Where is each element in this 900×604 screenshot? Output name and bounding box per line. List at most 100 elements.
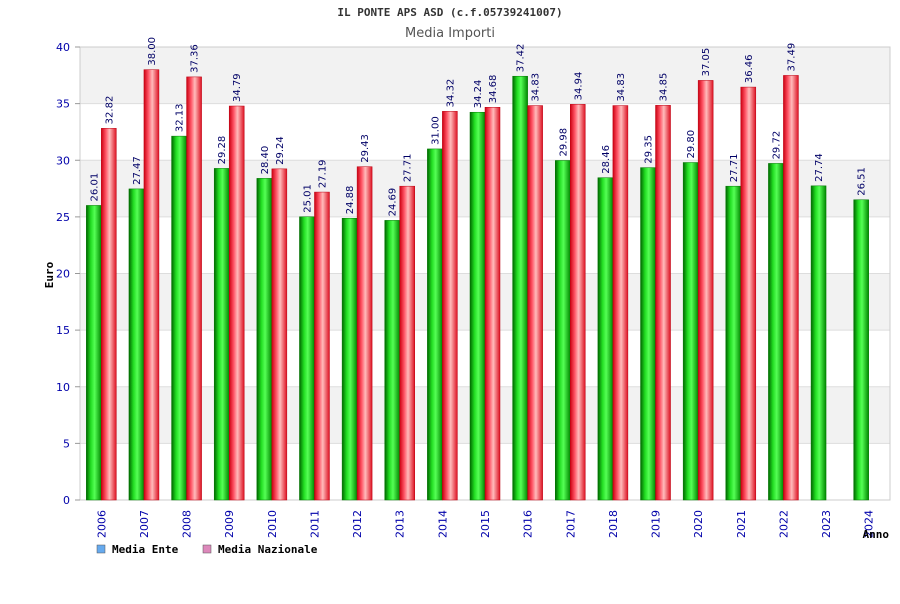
bar-media-nazionale: [655, 105, 671, 501]
bar-media-ente: [427, 148, 443, 501]
data-label: 27.19: [317, 159, 328, 188]
bar-media-ente: [341, 217, 358, 501]
data-label: 27.74: [814, 153, 825, 182]
x-tick-label: 2012: [351, 510, 364, 538]
y-tick-label: 5: [63, 437, 70, 450]
x-tick-label: 2016: [522, 510, 535, 538]
data-label: 28.46: [601, 145, 612, 174]
data-label: 31.00: [430, 116, 441, 145]
y-tick-label: 10: [56, 381, 70, 394]
bar-media-ente: [810, 185, 827, 501]
bar-media-ente: [171, 135, 187, 501]
data-label: 34.32: [445, 79, 456, 108]
x-tick-label: 2011: [308, 510, 321, 538]
x-tick-label: 2009: [223, 510, 236, 538]
x-tick-label: 2013: [394, 510, 407, 538]
data-label: 27.47: [132, 156, 143, 185]
data-label: 27.71: [403, 154, 414, 183]
y-tick-label: 25: [56, 211, 70, 224]
data-label: 36.46: [744, 54, 755, 83]
legend: Media Ente Media Nazionale: [96, 543, 318, 556]
data-label: 37.49: [786, 43, 797, 72]
data-label: 29.28: [217, 136, 228, 165]
data-label: 28.40: [260, 146, 271, 175]
bar-media-nazionale: [612, 105, 629, 501]
x-tick-label: 2020: [692, 510, 705, 538]
y-tick-label: 40: [56, 41, 70, 54]
bar-media-ente: [725, 185, 742, 501]
bar-media-ente: [682, 162, 699, 501]
data-label: 29.98: [558, 128, 569, 157]
bar-media-nazionale: [399, 185, 415, 501]
data-label: 34.94: [573, 72, 584, 101]
data-label: 29.35: [644, 135, 655, 164]
bar-media-nazionale: [527, 105, 543, 501]
x-tick-label: 2021: [735, 510, 748, 538]
x-tick-label: 2019: [650, 510, 663, 538]
data-label: 24.88: [345, 186, 356, 215]
data-label: 38.00: [147, 37, 158, 66]
chart-subtitle: Media Importi: [405, 26, 495, 41]
bar-media-ente: [384, 220, 400, 501]
data-label: 34.85: [659, 73, 670, 102]
bar-media-ente: [299, 216, 315, 501]
bar-media-nazionale: [228, 105, 245, 501]
bar-media-ente: [768, 163, 784, 501]
y-tick-label: 15: [56, 324, 70, 337]
chart-title: IL PONTE APS ASD (c.f.05739241007): [337, 6, 562, 19]
x-tick-label: 2017: [564, 510, 577, 538]
x-tick-label: 2008: [181, 510, 194, 538]
data-label: 32.13: [175, 103, 186, 132]
bar-media-ente: [86, 205, 102, 501]
y-tick-label: 30: [56, 154, 70, 167]
data-label: 27.71: [729, 154, 740, 183]
bar-media-ente: [256, 178, 273, 501]
bar-media-ente: [640, 167, 656, 501]
bar-media-nazionale: [356, 166, 373, 501]
data-label: 29.24: [275, 136, 286, 165]
x-tick-label: 2006: [95, 510, 108, 538]
data-label: 34.24: [473, 80, 484, 109]
legend-label: Media Nazionale: [218, 543, 318, 556]
x-tick-label: 2024: [863, 510, 876, 538]
bar-media-nazionale: [484, 106, 501, 501]
data-label: 29.72: [771, 131, 782, 160]
legend-swatch: [202, 544, 212, 554]
y-tick-label: 20: [56, 268, 70, 281]
data-label: 26.51: [857, 167, 868, 196]
data-label: 29.80: [686, 130, 697, 159]
x-tick-label: 2015: [479, 510, 492, 538]
data-label: 37.05: [701, 48, 712, 77]
data-label: 32.82: [104, 96, 115, 125]
y-tick-label: 0: [63, 494, 70, 507]
bar-media-nazionale: [783, 75, 799, 501]
bar-media-nazionale: [271, 168, 288, 501]
y-axis-label: Euro: [43, 261, 56, 288]
data-label: 37.42: [516, 44, 527, 73]
data-label: 29.43: [360, 134, 371, 163]
y-tick-label: 35: [56, 98, 70, 111]
data-label: 24.69: [388, 188, 399, 217]
x-tick-label: 2010: [266, 510, 279, 538]
x-tick-label: 2014: [436, 510, 449, 538]
data-label: 34.79: [232, 73, 243, 102]
bar-media-nazionale: [186, 76, 202, 501]
data-label: 34.83: [531, 73, 542, 102]
legend-swatch: [96, 544, 106, 554]
bar-media-nazionale: [143, 69, 160, 501]
bar-media-ente: [512, 75, 528, 501]
bar-media-ente: [555, 160, 571, 501]
data-label: 34.83: [616, 73, 627, 102]
bar-media-ente: [128, 188, 145, 501]
data-label: 26.01: [89, 173, 100, 202]
bar-media-nazionale: [570, 104, 586, 501]
bar-media-ente: [853, 199, 869, 501]
x-axis-label: Anno: [863, 528, 890, 541]
legend-label: Media Ente: [112, 543, 179, 556]
data-label: 37.36: [190, 44, 201, 73]
bar-media-ente: [213, 168, 230, 501]
x-tick-label: 2007: [138, 510, 151, 538]
x-tick-label: 2018: [607, 510, 620, 538]
